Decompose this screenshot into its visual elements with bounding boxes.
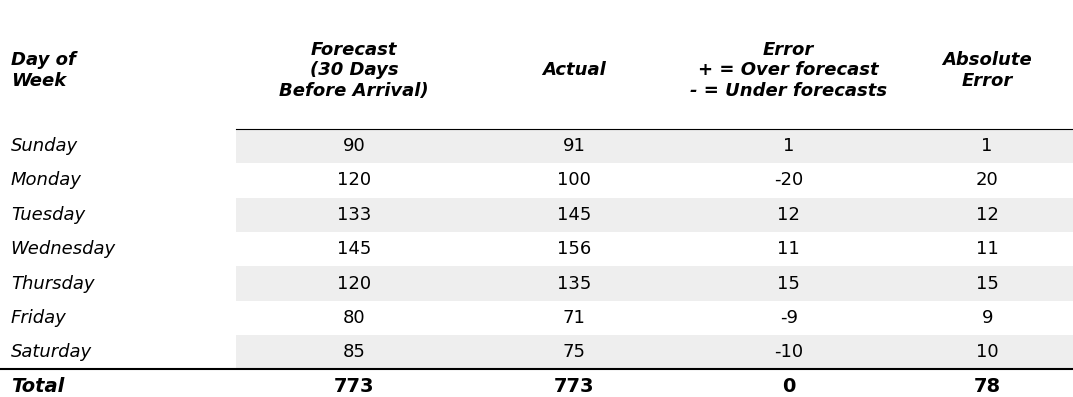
Text: Actual: Actual: [542, 61, 606, 79]
Text: 773: 773: [334, 377, 374, 396]
Text: 156: 156: [557, 240, 591, 258]
Text: -10: -10: [774, 343, 804, 361]
Text: 91: 91: [562, 137, 586, 155]
Text: Wednesday: Wednesday: [11, 240, 116, 258]
Text: 145: 145: [557, 206, 591, 224]
Text: 10: 10: [975, 343, 999, 361]
Text: 71: 71: [562, 309, 586, 327]
Text: Day of
Week: Day of Week: [11, 51, 75, 90]
Text: 145: 145: [337, 240, 371, 258]
Text: 20: 20: [975, 172, 999, 189]
Text: 80: 80: [342, 309, 366, 327]
Text: 90: 90: [342, 137, 366, 155]
Text: Forecast
(30 Days
Before Arrival): Forecast (30 Days Before Arrival): [279, 40, 429, 100]
FancyBboxPatch shape: [236, 335, 1073, 370]
Text: 0: 0: [782, 377, 795, 396]
Text: 9: 9: [982, 309, 993, 327]
Text: Thursday: Thursday: [11, 275, 94, 293]
FancyBboxPatch shape: [236, 198, 1073, 232]
Text: 120: 120: [337, 172, 371, 189]
Text: Friday: Friday: [11, 309, 67, 327]
Text: 1: 1: [982, 137, 993, 155]
Text: 12: 12: [777, 206, 800, 224]
Text: Monday: Monday: [11, 172, 82, 189]
FancyBboxPatch shape: [236, 163, 1073, 198]
Text: Total: Total: [11, 377, 64, 396]
Text: Saturday: Saturday: [11, 343, 92, 361]
FancyBboxPatch shape: [236, 232, 1073, 266]
Text: 120: 120: [337, 275, 371, 293]
Text: 773: 773: [554, 377, 594, 396]
FancyBboxPatch shape: [236, 129, 1073, 163]
FancyBboxPatch shape: [236, 266, 1073, 301]
Text: -20: -20: [774, 172, 804, 189]
Text: 15: 15: [975, 275, 999, 293]
Text: 85: 85: [342, 343, 366, 361]
Text: 133: 133: [337, 206, 371, 224]
Text: 15: 15: [777, 275, 800, 293]
Text: Sunday: Sunday: [11, 137, 78, 155]
Text: 11: 11: [777, 240, 800, 258]
Text: 135: 135: [557, 275, 591, 293]
Text: 100: 100: [557, 172, 591, 189]
Text: -9: -9: [780, 309, 797, 327]
FancyBboxPatch shape: [236, 301, 1073, 335]
Text: 12: 12: [975, 206, 999, 224]
Text: 78: 78: [973, 377, 1001, 396]
Text: 75: 75: [562, 343, 586, 361]
Text: Error
+ = Over forecast
- = Under forecasts: Error + = Over forecast - = Under foreca…: [690, 40, 887, 100]
Text: Absolute
Error: Absolute Error: [942, 51, 1032, 90]
Text: 11: 11: [975, 240, 999, 258]
Text: 1: 1: [783, 137, 794, 155]
Text: Tuesday: Tuesday: [11, 206, 85, 224]
